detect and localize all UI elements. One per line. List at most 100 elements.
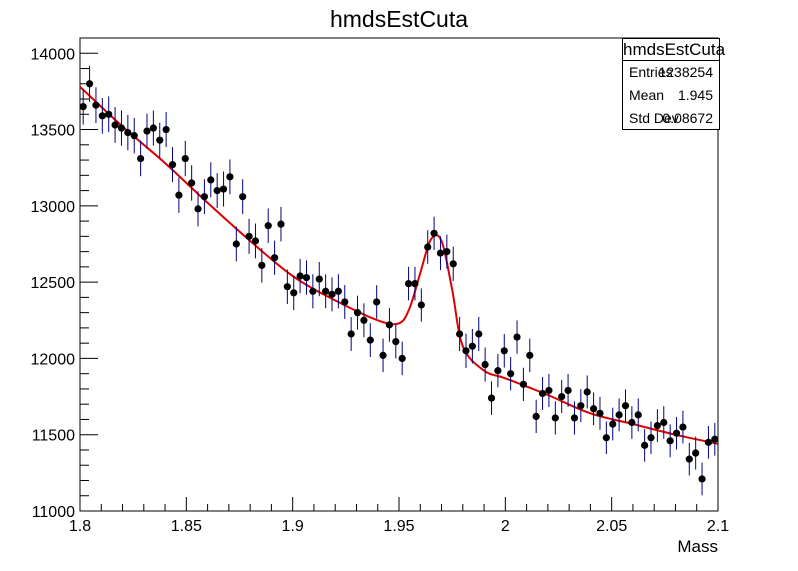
data-point	[264, 222, 272, 230]
data-point	[519, 380, 528, 388]
data-point	[168, 161, 177, 169]
data-point	[226, 173, 234, 181]
data-point	[392, 338, 400, 346]
data-point	[341, 298, 349, 306]
data-point	[175, 191, 183, 199]
stats-box: hmdsEstCuta Entries 1238254 Mean 1.945 S…	[622, 38, 725, 130]
data-point	[143, 127, 151, 135]
data-point	[130, 132, 138, 140]
data-point	[360, 316, 368, 324]
x-tick-label: 1.9	[282, 518, 304, 535]
data-point	[353, 309, 362, 317]
x-tick-label: 2	[501, 518, 510, 535]
x-tick-label: 1.95	[383, 518, 414, 535]
data-point	[239, 193, 247, 201]
data-point	[124, 129, 132, 137]
x-tick-label: 1.8	[69, 518, 91, 535]
data-point	[558, 392, 566, 401]
data-point	[666, 437, 674, 445]
y-tick-label: 12000	[31, 351, 76, 368]
data-point	[283, 283, 291, 291]
data-point	[704, 438, 713, 446]
data-point	[379, 351, 387, 359]
data-point	[207, 176, 215, 184]
data-point	[417, 301, 425, 309]
data-point	[98, 112, 106, 120]
data-point	[309, 287, 317, 295]
data-point	[334, 287, 342, 295]
data-point	[615, 411, 623, 419]
y-tick-label: 13000	[31, 199, 76, 216]
fit-curve	[79, 86, 719, 445]
data-point	[711, 435, 719, 443]
data-point	[660, 418, 668, 427]
data-point	[213, 186, 221, 195]
data-point	[219, 185, 228, 193]
data-point	[156, 136, 164, 144]
data-point	[232, 240, 240, 248]
data-point	[494, 367, 502, 375]
data-point	[449, 260, 457, 268]
x-tick-label: 1.85	[171, 518, 202, 535]
x-axis-label: Mass	[677, 537, 718, 556]
chart-title: hmdsEstCuta	[329, 6, 469, 32]
data-point	[685, 455, 693, 463]
y-tick-label: 11500	[32, 428, 75, 445]
data-point	[373, 298, 381, 306]
data-point	[424, 243, 432, 251]
y-tick-label: 14000	[31, 46, 76, 63]
data-point	[436, 249, 445, 257]
data-point	[385, 321, 394, 329]
data-point	[487, 394, 496, 402]
data-point	[181, 154, 189, 163]
data-point	[456, 330, 464, 338]
stats-value: 0.08672	[662, 110, 713, 126]
data-point	[468, 342, 476, 350]
data-point	[679, 423, 687, 431]
data-point	[137, 154, 145, 163]
data-point	[111, 121, 119, 129]
data-point	[85, 80, 94, 88]
x-tick-label: 2.1	[707, 518, 729, 535]
data-point	[200, 193, 209, 201]
data-point	[570, 414, 579, 422]
data-point	[296, 272, 304, 280]
data-point	[277, 220, 285, 228]
y-tick-label: 12500	[31, 275, 76, 292]
stats-row-entries: Entries 1238254	[623, 61, 719, 84]
stats-label: Mean	[629, 87, 665, 103]
data-point	[92, 101, 100, 109]
stats-row-stddev: Std Dev 0.08672	[623, 107, 719, 130]
data-point	[443, 248, 451, 256]
data-point	[500, 347, 508, 355]
data-point	[564, 386, 572, 395]
data-point	[366, 336, 374, 344]
data-point	[583, 388, 591, 396]
data-point	[149, 124, 157, 132]
data-point	[430, 229, 438, 237]
data-point	[545, 386, 553, 395]
data-point	[628, 418, 636, 427]
data-point	[404, 280, 413, 288]
data-point	[188, 179, 196, 187]
data-point	[162, 125, 170, 134]
data-point	[290, 289, 298, 297]
data-point	[194, 205, 202, 213]
data-point	[258, 261, 266, 269]
data-point	[672, 429, 681, 437]
data-point	[532, 412, 540, 420]
data-point	[270, 254, 279, 262]
data-point	[322, 287, 330, 295]
data-point	[117, 124, 126, 132]
data-point	[411, 280, 419, 288]
data-point	[692, 449, 700, 457]
data-point	[302, 273, 311, 282]
data-point	[621, 402, 630, 410]
stats-label: Entries	[629, 64, 673, 80]
stats-label: Std Dev	[629, 110, 679, 126]
data-point	[634, 411, 642, 419]
data-point	[251, 237, 260, 245]
data-point	[551, 414, 559, 422]
data-point	[79, 103, 87, 111]
